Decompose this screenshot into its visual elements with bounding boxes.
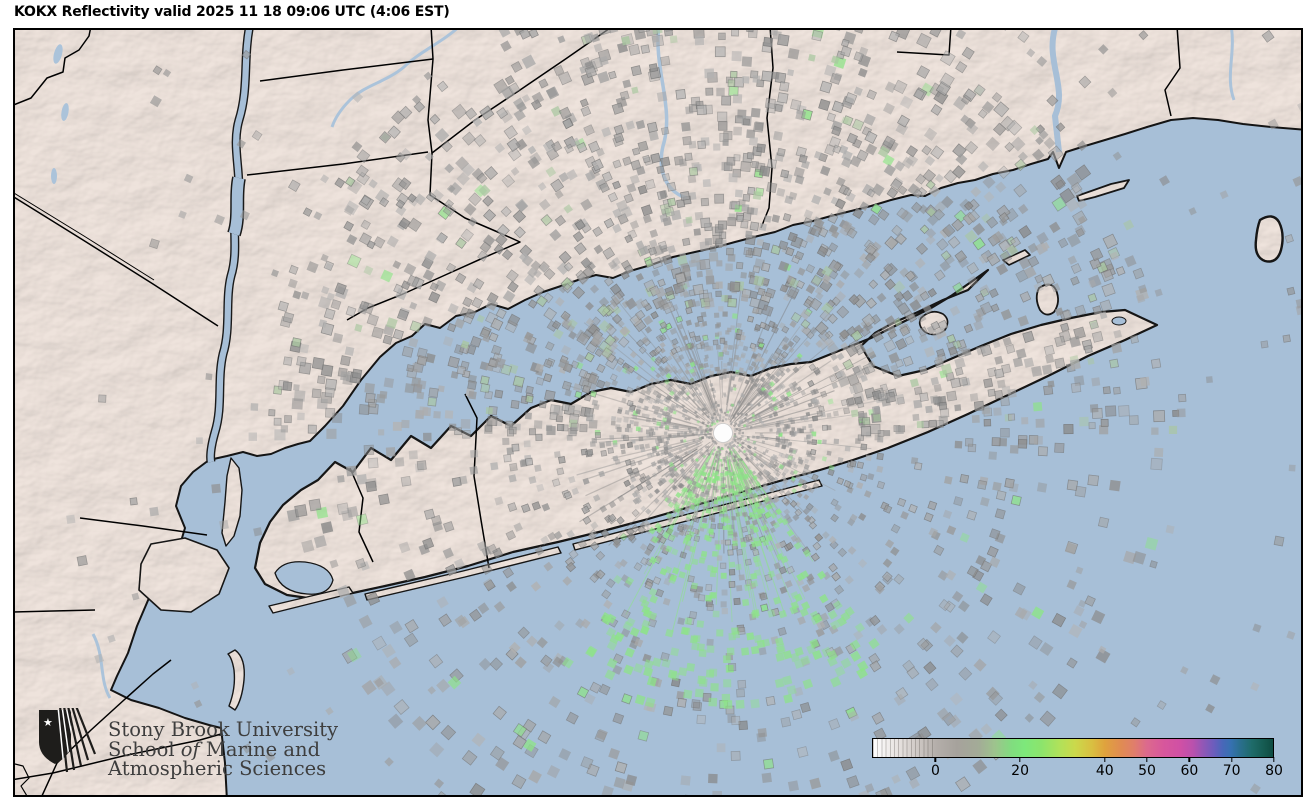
connecticut-river [1049,28,1062,153]
boundary-nj-county-3 [40,659,172,797]
colorbar-tick-label: 40 [1095,763,1114,779]
colorbar-tick [1230,757,1233,762]
logo-line-3: Atmospheric Sciences [108,757,327,780]
nj-stream [91,633,112,699]
logo-line-1: Stony Brook University [108,718,339,741]
colorbar-tick-label: 70 [1222,763,1241,779]
rockaway-barrier [268,586,354,614]
staten-island [138,537,230,613]
tappan-zee [228,176,245,236]
boundary-nassau-suffolk [464,393,490,569]
bays [274,316,1127,595]
colorbar-tick [1019,757,1021,762]
plum-island [1002,249,1031,266]
reservoir [53,44,63,64]
boundary-queens-nassau [349,467,374,563]
colorbar-negative-stripes [873,739,937,757]
figure-title: KOKX Reflectivity valid 2025 11 18 09:06… [14,4,450,20]
lake-montauk [1111,316,1127,326]
colorbar-axis: 0 20 40 50 60 70 80 [872,757,1283,783]
radar-map: ★ Stony Brook University School of Marin… [13,28,1303,797]
colorbar-tick-label: 80 [1265,763,1283,779]
map-canvas [13,28,1303,797]
boundary-ny-nj-2 [13,191,155,281]
sbu-logo-text: Stony Brook University School of Marine … [108,720,338,779]
boundary-ct-ri [1164,28,1181,117]
reservoir [61,103,69,121]
boundary-nj-county-4 [13,733,222,781]
map-frame [13,28,1303,797]
colorbar-tick [1104,757,1106,762]
reservoir [51,168,57,184]
boundary-nj-county-2 [13,609,96,613]
block-island [1254,215,1284,263]
sbu-logo: ★ Stony Brook University School of Marin… [37,708,338,779]
logo-line-2: School of Marine and [108,737,321,761]
fishers-island [1076,179,1130,202]
boundary-ct-county [760,28,774,229]
colorbar-tick-label: 0 [931,763,940,779]
boundary-ny-nj [13,195,219,327]
colorbar-tick-label: 60 [1180,763,1199,779]
colorbar-tick [934,757,937,762]
reflectivity-colorbar [872,738,1274,758]
ground-clutter [66,28,1303,797]
pawcatuck-river [1228,28,1236,101]
radar-site-marker [713,423,733,443]
colorbar-tick-label: 50 [1138,763,1156,779]
boundary-nj-county-1 [79,517,208,536]
jones-beach-barrier [364,546,562,601]
jamaica-bay [274,561,334,595]
colorbar-tick [1188,757,1191,762]
colorbar-tick [1273,757,1275,762]
sbu-shield-icon: ★ [39,708,97,773]
boundary-putnam-n [259,58,434,82]
shield-star: ★ [43,716,53,729]
colorbar-tick-label: 20 [1011,763,1030,779]
hudson-river [207,28,253,463]
sandy-hook [227,649,245,711]
boundary-dutchess [431,28,612,154]
boundary-nw-corner [13,28,92,107]
colorbar-tick [1146,757,1148,762]
